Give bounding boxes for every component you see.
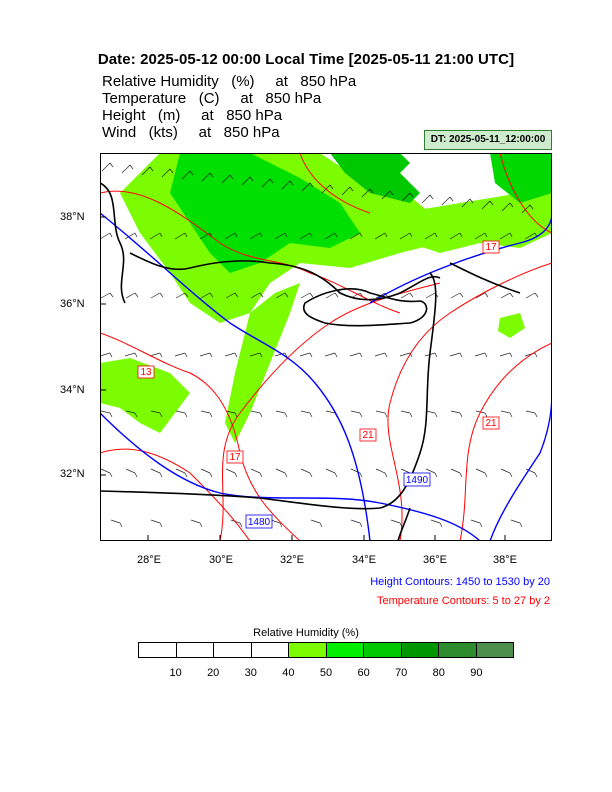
humidity-colorbar	[138, 642, 514, 658]
height-contours-note: Height Contours: 1450 to 1530 by 20	[370, 576, 550, 588]
temperature-label-13: 13	[140, 367, 152, 378]
colorbar-label: 50	[319, 667, 333, 679]
colorbar-title: Relative Humidity (%)	[253, 627, 359, 639]
colorbar-cell	[401, 643, 439, 657]
colorbar-label: 20	[207, 667, 220, 679]
variable-line-rh: Relative Humidity (%) at 850 hPa	[102, 73, 357, 90]
wind-barbs	[100, 162, 539, 528]
axis-ticks	[100, 216, 506, 541]
colorbar-label: 80	[432, 667, 445, 679]
colorbar-label: 10	[169, 667, 182, 679]
height-label-1490: 1490	[406, 475, 429, 486]
variable-line-wind: Wind (kts) at 850 hPa	[102, 124, 280, 141]
lon-label-32: 32°E	[280, 554, 304, 566]
temperature-label-21a: 21	[362, 430, 374, 441]
dt-badge: DT: 2025-05-11_12:00:00	[424, 130, 552, 150]
lon-label-34: 34°E	[352, 554, 376, 566]
colorbar-cell	[326, 643, 364, 657]
colorbar-label: 90	[470, 667, 483, 679]
colorbar-cell	[139, 643, 177, 657]
lon-label-38: 38°E	[493, 554, 517, 566]
colorbar-cell	[176, 643, 214, 657]
contour-labels: 1480 1490 13 17 21 21 17	[137, 240, 500, 529]
colorbar-cell	[289, 643, 327, 657]
map-border	[100, 153, 552, 541]
colorbar-label: 30	[244, 667, 257, 679]
colorbar-cell	[476, 643, 513, 657]
variable-line-height: Height (m) at 850 hPa	[102, 107, 283, 124]
lat-label-32: 32°N	[60, 468, 85, 480]
colorbar-label: 60	[357, 667, 370, 679]
lon-label-28: 28°E	[137, 554, 161, 566]
temperature-contours	[100, 153, 552, 541]
colorbar-cell	[251, 643, 289, 657]
lat-label-38: 38°N	[60, 211, 85, 223]
lon-label-30: 30°E	[209, 554, 233, 566]
temperature-label-17b: 17	[485, 242, 497, 253]
date-title: Date: 2025-05-12 00:00 Local Time [2025-…	[97, 51, 515, 68]
colorbar-cell	[364, 643, 402, 657]
colorbar-cell	[214, 643, 252, 657]
colorbar-cell	[439, 643, 477, 657]
humidity-shading	[100, 153, 552, 443]
lon-label-36: 36°E	[423, 554, 447, 566]
temperature-label-21b: 21	[485, 418, 497, 429]
weather-map: 1480 1490 13 17 21 21 17	[100, 153, 552, 541]
coastlines	[100, 182, 521, 541]
lat-label-34: 34°N	[60, 384, 85, 396]
lat-label-36: 36°N	[60, 298, 85, 310]
temperature-label-17: 17	[229, 452, 241, 463]
colorbar-label: 40	[282, 667, 295, 679]
variable-line-temperature: Temperature (C) at 850 hPa	[102, 90, 322, 107]
temperature-contours-note: Temperature Contours: 5 to 27 by 2	[376, 595, 550, 607]
colorbar-labels: 10 20 30 40 50 60 70 80 90	[138, 667, 514, 683]
colorbar-label: 70	[395, 667, 408, 679]
height-label-1480: 1480	[248, 517, 271, 528]
